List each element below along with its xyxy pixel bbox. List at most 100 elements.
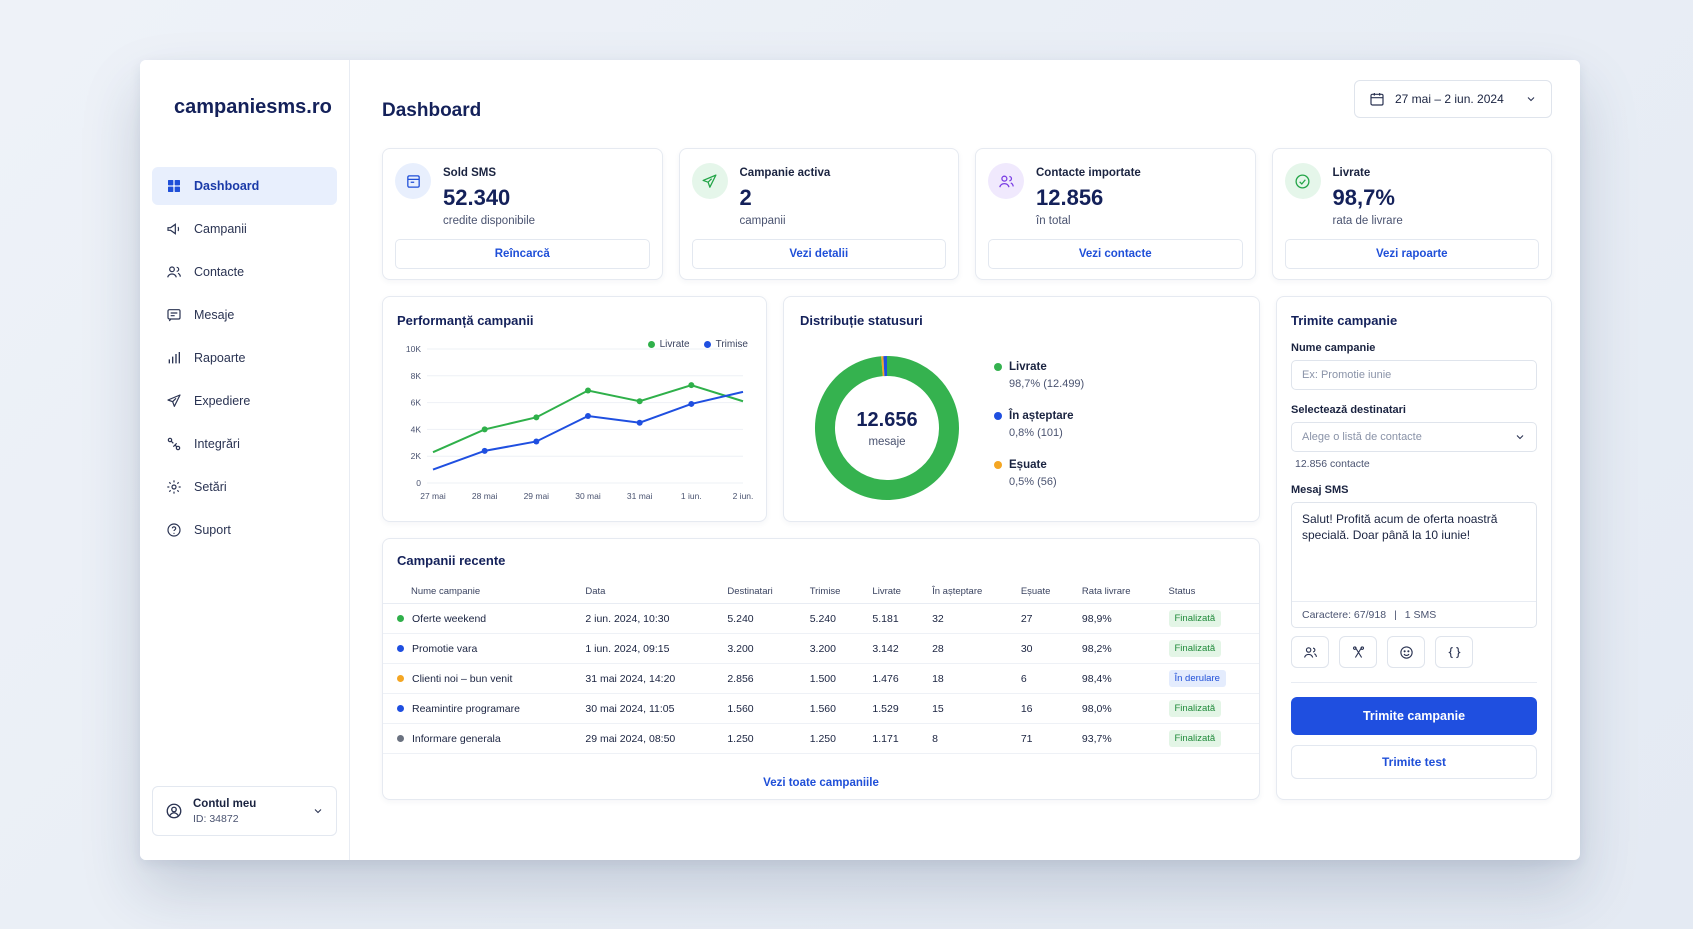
user-circle-icon <box>166 803 182 819</box>
sidebar: campaniesms.ro Dashboard Campanii Contacte… <box>140 60 350 860</box>
send-test-button[interactable]: Trimite test <box>1291 745 1537 779</box>
performance-title: Performanță campanii <box>397 313 534 328</box>
stat-card-button[interactable]: Vezi detalii <box>691 239 946 269</box>
sidebar-item-integr-ri[interactable]: Integrări <box>152 425 337 463</box>
recent-campaigns-panel: Campanii recente Nume campanie Data Destin… <box>382 538 1260 800</box>
calendar-icon <box>1370 93 1384 106</box>
cell-deliv: 1.476 <box>864 663 925 694</box>
legend-value: 98,7% (12.499) <box>1009 378 1085 390</box>
contacts-icon <box>1303 646 1317 658</box>
distribution-legend-item: Eșuate 0,5% (56) <box>994 459 1084 488</box>
column-header: Rata livrare <box>1073 580 1161 604</box>
recent-title: Campanii recente <box>397 553 506 568</box>
form-title: Trimite campanie <box>1291 313 1398 328</box>
table-row[interactable]: Promotie vara 1 iun. 2024, 09:15 3.200 3.20… <box>383 633 1259 664</box>
data-point <box>585 387 591 394</box>
bar-chart-icon <box>168 352 180 364</box>
sidebar-item-label: Contacte <box>194 265 245 279</box>
sidebar-item-contacte[interactable]: Contacte <box>152 253 337 291</box>
insert-emoji-button[interactable] <box>1387 636 1425 668</box>
data-point <box>636 419 643 426</box>
cell-failed: 30 <box>1012 633 1074 664</box>
donut-total: 12.656 <box>856 408 918 431</box>
sidebar-item-label: Campanii <box>194 222 247 236</box>
status-badge: Finalizată <box>1168 730 1222 747</box>
account-id: ID: 34872 <box>193 812 239 825</box>
sidebar-item-mesaje[interactable]: Mesaje <box>152 296 337 334</box>
campaign-name-input[interactable]: Ex: Promotie iunie <box>1291 360 1537 390</box>
table-body: Oferte weekend 2 iun. 2024, 10:30 5.240 5.2… <box>383 603 1259 754</box>
status-cell: Finalizată <box>1160 603 1259 634</box>
table-row[interactable]: Clienti noi – bun venit 31 mai 2024, 14:2… <box>383 663 1259 694</box>
campaign-name-cell: Reamintire programare <box>383 693 578 724</box>
sms-card-icon <box>395 163 431 199</box>
message-textarea[interactable]: Salut! Profită acum de oferta noastră sp… <box>1291 502 1537 628</box>
campaign-name: Promotie vara <box>412 642 478 655</box>
legend-label: În așteptare <box>1009 410 1074 422</box>
insert-shortlink-button[interactable] <box>1339 636 1377 668</box>
data-point <box>481 447 488 454</box>
stat-card-button[interactable]: Reîncarcă <box>395 239 650 269</box>
table-row[interactable]: Informare generala 29 mai 2024, 08:50 1.25… <box>383 723 1259 754</box>
date-range-picker[interactable]: 27 mai – 2 iun. 2024 <box>1354 80 1552 118</box>
x-tick-label: 1 iun. <box>681 491 702 501</box>
stat-card-button[interactable]: Vezi rapoarte <box>1284 239 1539 269</box>
distribution-legend-item: Livrate 98,7% (12.499) <box>994 361 1084 390</box>
sidebar-item-expediere[interactable]: Expediere <box>152 382 337 420</box>
recent-campaigns-table: Nume campanie Data Destinatari Trimise Livra… <box>383 580 1259 754</box>
variables-icon <box>1447 646 1461 658</box>
sidebar-item-dashboard[interactable]: Dashboard <box>152 167 337 205</box>
column-header: Nume campanie <box>383 580 578 604</box>
sidebar-item-set-ri[interactable]: Setări <box>152 468 337 506</box>
insert-variable-button[interactable] <box>1435 636 1473 668</box>
cell-rate: 98,0% <box>1073 693 1161 724</box>
donut-svg <box>815 356 959 500</box>
column-header: Livrate <box>864 580 925 604</box>
table-row[interactable]: Oferte weekend 2 iun. 2024, 10:30 5.240 5.2… <box>383 603 1259 634</box>
campaign-name-cell: Oferte weekend <box>383 603 578 634</box>
chevron-down-icon <box>1516 435 1524 440</box>
stat-card-value: 98,7% <box>1332 185 1395 210</box>
account-name: Contul meu <box>193 797 257 810</box>
sidebar-item-label: Setări <box>194 480 227 494</box>
insert-contact-button[interactable] <box>1291 636 1329 668</box>
data-point <box>481 426 488 433</box>
legend-dot <box>994 412 1002 420</box>
separator: | <box>1394 608 1397 621</box>
see-all-campaigns-link[interactable]: Vezi toate campaniile <box>763 777 879 789</box>
cell-dest: 2.856 <box>719 663 802 694</box>
chart-legend: Livrate Trimise <box>647 339 748 350</box>
chevron-down-icon <box>1527 97 1535 102</box>
status-cell: Finalizată <box>1160 693 1259 724</box>
stat-card-label: Contacte importate <box>1036 167 1141 179</box>
column-header: Data <box>577 580 720 604</box>
stat-card-label: Sold SMS <box>443 167 497 179</box>
account-menu[interactable]: Contul meu ID: 34872 <box>152 786 337 836</box>
stat-card: Sold SMS 52.340 credite disponibile Reîn… <box>382 148 663 280</box>
megaphone-icon <box>167 223 180 235</box>
send-campaign-button[interactable]: Trimite campanie <box>1291 697 1537 735</box>
sms-count: 1 SMS <box>1404 608 1437 621</box>
table-row[interactable]: Reamintire programare 30 mai 2024, 11:05 1… <box>383 693 1259 724</box>
status-dot <box>397 735 404 742</box>
data-point <box>688 400 695 407</box>
cell-date: 29 mai 2024, 08:50 <box>577 723 720 754</box>
recipients-select[interactable]: Alege o listă de contacte <box>1291 422 1537 452</box>
y-tick-label: 8K <box>411 371 422 381</box>
data-point <box>585 413 591 419</box>
cell-pending: 18 <box>924 663 1013 694</box>
status-dot <box>397 645 404 652</box>
cell-dest: 3.200 <box>719 633 802 664</box>
stat-card-button[interactable]: Vezi contacte <box>988 239 1243 269</box>
status-cell: În derulare <box>1160 663 1259 694</box>
message-tools <box>1291 636 1537 683</box>
cell-rate: 98,9% <box>1073 603 1161 634</box>
stat-card-label: Livrate <box>1332 167 1371 179</box>
campaign-name: Reamintire programare <box>412 702 520 715</box>
sidebar-item-campanii[interactable]: Campanii <box>152 210 337 248</box>
brand-logo[interactable]: campaniesms.ro <box>174 96 332 118</box>
sidebar-item-suport[interactable]: Suport <box>152 511 337 549</box>
sidebar-item-rapoarte[interactable]: Rapoarte <box>152 339 337 377</box>
stat-card-value: 12.856 <box>1036 185 1104 210</box>
data-point <box>636 398 643 405</box>
